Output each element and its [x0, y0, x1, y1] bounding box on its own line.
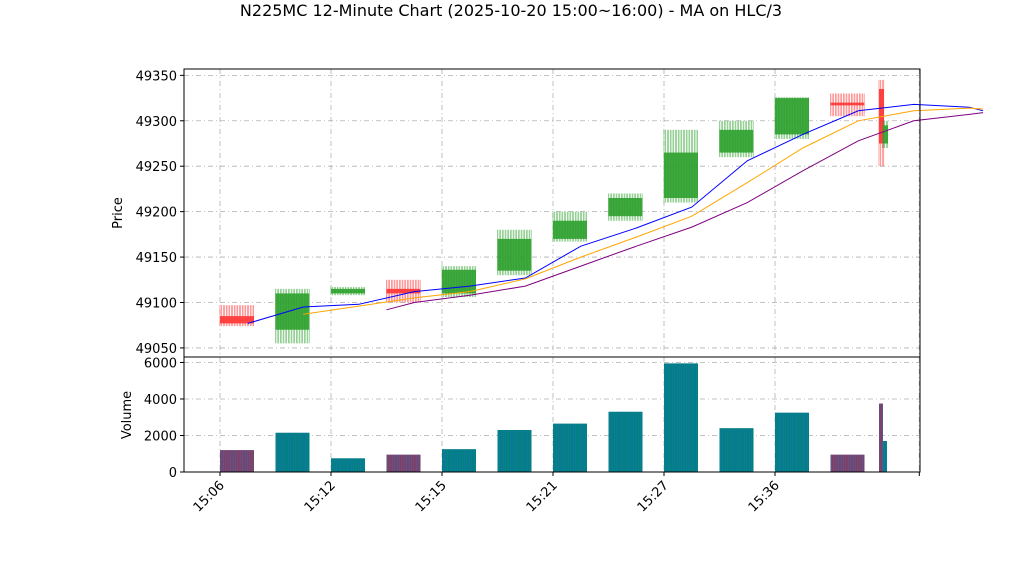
- price-tick-label: 49300: [136, 115, 177, 130]
- candle-body: [442, 269, 476, 294]
- volume-bar: [442, 449, 476, 472]
- volume-bar: [386, 454, 421, 472]
- candle-body: [220, 316, 254, 324]
- volume-bar: [275, 432, 310, 472]
- candle: [275, 288, 310, 344]
- candle-body: [719, 129, 754, 153]
- volume-bars: [220, 363, 887, 472]
- candle-body: [608, 198, 643, 217]
- volume-axes-frame: [183, 356, 921, 473]
- candle-body: [275, 293, 310, 330]
- volume-bar-body: [220, 450, 254, 472]
- price-panel: 49050 49100 49150 49200 49250 49300 49350 Pric…: [111, 68, 984, 358]
- price-tick-label: 49350: [136, 69, 177, 84]
- volume-bar: [608, 411, 643, 472]
- ma-line: [303, 107, 984, 315]
- volume-bar-body: [608, 411, 643, 472]
- volume-x-ticks: 15:06 15:12 15:15 15:21 15:27 15:36: [191, 472, 920, 515]
- volume-bar-body: [275, 432, 310, 472]
- candle: [219, 305, 254, 327]
- price-candles: [219, 79, 889, 344]
- volume-tick-label: 4000: [144, 393, 177, 408]
- x-tick-label: 15:21: [524, 478, 561, 515]
- candle-body: [775, 98, 809, 135]
- candle-body: [331, 288, 365, 294]
- volume-bar-body: [775, 412, 809, 472]
- candle: [441, 266, 476, 298]
- volume-bar-body: [719, 428, 754, 472]
- volume-bar-body: [553, 423, 587, 472]
- price-tick-label: 49050: [136, 342, 177, 357]
- candle-body: [664, 152, 698, 199]
- candle: [552, 211, 587, 242]
- x-tick-label: 15:15: [413, 478, 450, 515]
- price-y-label: Price: [111, 197, 126, 229]
- price-tick-label: 49100: [136, 296, 177, 311]
- volume-y-label: Volume: [120, 391, 135, 439]
- candle: [330, 287, 365, 296]
- chart-title: N225MC 12-Minute Chart (2025-10-20 15:00…: [240, 1, 782, 20]
- volume-bar: [719, 428, 754, 472]
- price-moving-averages: [247, 103, 984, 324]
- volume-bar-body: [386, 454, 421, 472]
- candle: [882, 120, 889, 149]
- volume-bar: [331, 458, 365, 472]
- candle-body: [497, 238, 532, 271]
- candle: [497, 229, 532, 276]
- volume-bar: [664, 363, 698, 472]
- candle-body: [830, 102, 865, 106]
- price-grid: [184, 69, 920, 357]
- volume-bar-body: [331, 458, 365, 472]
- candle: [719, 120, 754, 158]
- candle: [774, 97, 809, 139]
- x-tick-label: 15:27: [635, 478, 672, 515]
- volume-bar-body: [497, 430, 532, 472]
- volume-y-ticks: 0 2000 4000 6000: [144, 356, 184, 481]
- volume-bar: [883, 440, 887, 472]
- x-tick-label: 15:06: [191, 478, 228, 515]
- candle-body: [386, 288, 421, 294]
- volume-bar: [775, 412, 809, 472]
- volume-bar: [497, 430, 532, 472]
- x-tick-label: 15:36: [746, 478, 783, 515]
- candle: [830, 93, 865, 117]
- candle-body: [883, 125, 888, 144]
- volume-bar: [830, 454, 865, 472]
- volume-tick-label: 0: [169, 466, 177, 481]
- volume-bar: [879, 403, 883, 472]
- price-tick-label: 49150: [136, 251, 177, 266]
- price-tick-label: 49250: [136, 160, 177, 175]
- price-y-ticks: 49050 49100 49150 49200 49250 49300 49350: [136, 69, 184, 357]
- price-tick-label: 49200: [136, 206, 177, 221]
- volume-bar-body: [664, 363, 698, 472]
- volume-bar-body: [879, 403, 883, 472]
- volume-bar: [220, 450, 254, 472]
- ma-line: [247, 103, 984, 324]
- volume-bar: [553, 423, 587, 472]
- x-tick-label: 15:12: [302, 478, 339, 515]
- volume-tick-label: 6000: [144, 356, 177, 371]
- candle-body: [553, 220, 587, 239]
- volume-bar-body: [442, 449, 476, 472]
- candle: [608, 193, 643, 221]
- volume-bar-body: [830, 454, 865, 472]
- volume-tick-label: 2000: [144, 429, 177, 444]
- candle: [663, 129, 698, 203]
- volume-bar-body: [883, 440, 887, 472]
- ma-line: [386, 112, 984, 311]
